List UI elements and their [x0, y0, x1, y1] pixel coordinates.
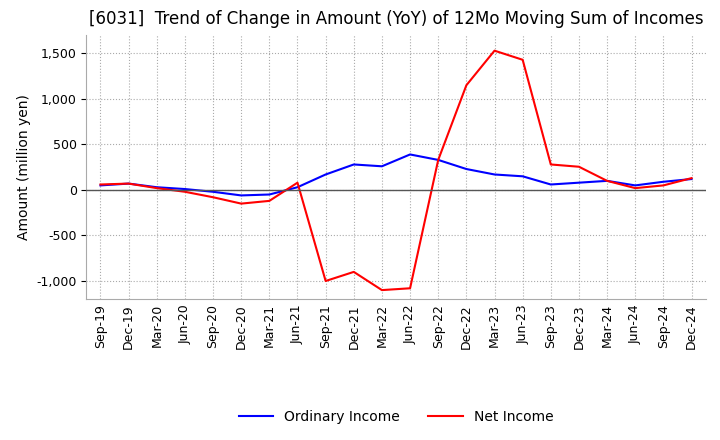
Net Income	[96, 182, 105, 187]
Net Income	[181, 189, 189, 194]
Ordinary Income	[462, 166, 471, 172]
Ordinary Income	[181, 187, 189, 192]
Net Income	[349, 269, 358, 275]
Ordinary Income	[265, 192, 274, 197]
Legend: Ordinary Income, Net Income: Ordinary Income, Net Income	[233, 404, 559, 429]
Net Income	[321, 279, 330, 284]
Net Income	[377, 287, 386, 293]
Ordinary Income	[406, 152, 415, 157]
Net Income	[518, 57, 527, 62]
Ordinary Income	[603, 178, 611, 183]
Net Income	[659, 183, 667, 188]
Ordinary Income	[518, 174, 527, 179]
Title: [6031]  Trend of Change in Amount (YoY) of 12Mo Moving Sum of Incomes: [6031] Trend of Change in Amount (YoY) o…	[89, 10, 703, 28]
Net Income	[631, 186, 639, 191]
Ordinary Income	[237, 193, 246, 198]
Ordinary Income	[153, 185, 161, 190]
Net Income	[209, 194, 217, 200]
Net Income	[434, 157, 443, 162]
Ordinary Income	[349, 162, 358, 167]
Y-axis label: Amount (million yen): Amount (million yen)	[17, 94, 31, 240]
Ordinary Income	[377, 164, 386, 169]
Ordinary Income	[687, 176, 696, 182]
Ordinary Income	[546, 182, 555, 187]
Net Income	[687, 176, 696, 181]
Net Income	[265, 198, 274, 204]
Ordinary Income	[293, 185, 302, 190]
Ordinary Income	[659, 179, 667, 184]
Ordinary Income	[434, 157, 443, 162]
Net Income	[153, 186, 161, 191]
Line: Net Income: Net Income	[101, 51, 691, 290]
Net Income	[237, 201, 246, 206]
Ordinary Income	[631, 183, 639, 188]
Line: Ordinary Income: Ordinary Income	[101, 154, 691, 195]
Ordinary Income	[321, 172, 330, 177]
Net Income	[406, 286, 415, 291]
Net Income	[603, 178, 611, 183]
Net Income	[575, 164, 583, 169]
Ordinary Income	[209, 189, 217, 194]
Ordinary Income	[125, 181, 133, 186]
Net Income	[462, 83, 471, 88]
Ordinary Income	[575, 180, 583, 185]
Ordinary Income	[96, 183, 105, 188]
Ordinary Income	[490, 172, 499, 177]
Net Income	[546, 162, 555, 167]
Net Income	[490, 48, 499, 53]
Net Income	[125, 181, 133, 186]
Net Income	[293, 180, 302, 185]
